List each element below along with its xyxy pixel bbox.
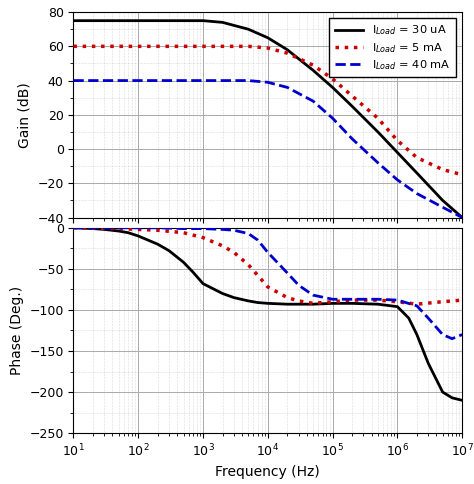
X-axis label: Frequency (Hz): Frequency (Hz) [216,465,320,479]
Legend: I$_{Load}$ = 30 uA, I$_{Load}$ = 5 mA, I$_{Load}$ = 40 mA: I$_{Load}$ = 30 uA, I$_{Load}$ = 5 mA, I… [329,18,456,77]
Y-axis label: Phase (Deg.): Phase (Deg.) [10,286,24,375]
Y-axis label: Gain (dB): Gain (dB) [18,82,32,148]
